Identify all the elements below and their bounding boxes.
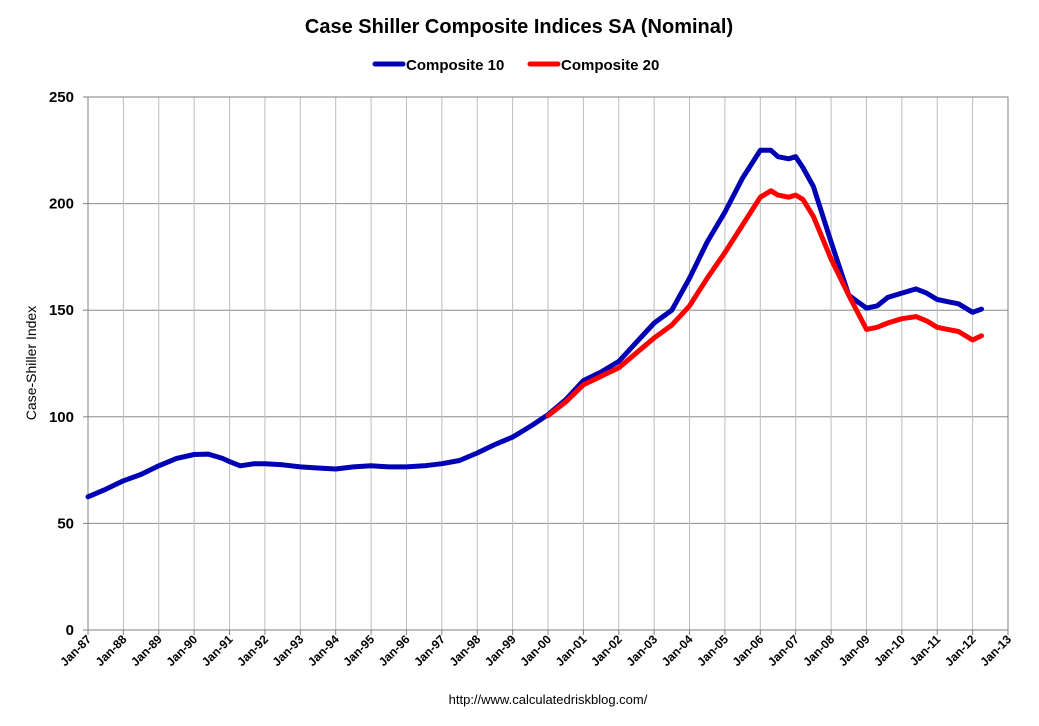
legend-label-composite-20: Composite 20 bbox=[561, 57, 659, 74]
legend: Composite 10 Composite 20 bbox=[372, 57, 659, 74]
y-tick-label-0: 0 bbox=[66, 622, 74, 639]
series-layer bbox=[85, 147, 984, 500]
series-line-composite-20 bbox=[545, 188, 984, 419]
legend-label-composite-10: Composite 10 bbox=[406, 57, 504, 74]
y-tick-label-50: 50 bbox=[57, 515, 74, 532]
y-tick-label-250: 250 bbox=[49, 89, 74, 106]
chart-title: Case Shiller Composite Indices SA (Nomin… bbox=[305, 16, 733, 38]
y-axis-title: Case-Shiller Index bbox=[23, 306, 39, 420]
y-tick-label-150: 150 bbox=[49, 302, 74, 319]
y-tick-label-200: 200 bbox=[49, 196, 74, 213]
source-note: http://www.calculatedriskblog.com/ bbox=[449, 692, 648, 707]
y-tick-label-100: 100 bbox=[49, 409, 74, 426]
y-axis-ticks: 0 50 100 150 200 250 bbox=[49, 89, 88, 639]
